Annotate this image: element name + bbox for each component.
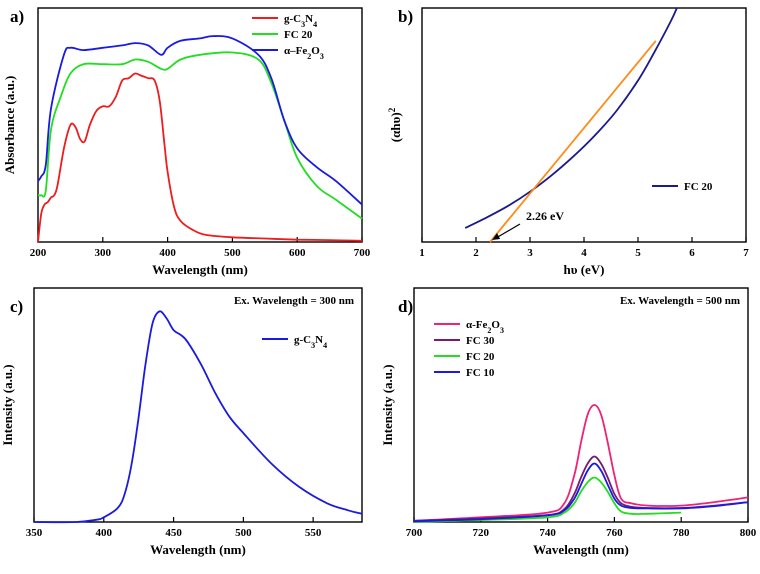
series-line-0 [33, 310, 363, 524]
plot-frame [421, 7, 747, 243]
panel-d: 700 720 740 760 780 800 Wavelength (nm) Intensi… [380, 287, 757, 557]
panel-c: 350 400 450 500 550 Wavelength (nm) Intensity … [0, 287, 363, 557]
panel-b: 1 2 3 4 5 6 7 hυ (eV) (αhυ)2 b) FC 20 2.26 eV [387, 7, 749, 277]
x-tick-label: 700 [354, 247, 371, 259]
x-tick-label: 400 [96, 527, 113, 539]
x-tick-label: 2 [473, 247, 479, 259]
legend-label: FC 20 [684, 181, 713, 193]
x-tick-label: 1 [419, 247, 425, 259]
x-tick-label: 400 [159, 247, 176, 259]
x-axis-label: Wavelength (nm) [152, 262, 248, 277]
x-tick-label: 7 [743, 247, 749, 259]
y-axis-label: (αhυ)2 [387, 107, 403, 142]
series-line-2 [37, 35, 363, 206]
series-line-1 [413, 455, 749, 522]
legend-label: α-Fe2O3 [466, 319, 504, 335]
plot-frame [413, 287, 749, 523]
x-tick-label: 760 [606, 527, 623, 539]
annotation-arrowhead [492, 233, 501, 240]
plot-frame [37, 7, 363, 243]
panel-label: a) [10, 7, 24, 26]
x-tick-label: 700 [406, 527, 423, 539]
annotation-label: 2.26 eV [526, 209, 564, 223]
x-tick-label: 740 [539, 527, 556, 539]
x-tick-label: 3 [527, 247, 533, 259]
y-axis-label: Intensity (a.u.) [380, 364, 395, 445]
x-tick-label: 4 [581, 247, 587, 259]
x-tick-label: 6 [689, 247, 695, 259]
legend-label: g-C3N4 [294, 334, 327, 350]
x-tick-label: 550 [305, 527, 322, 539]
x-tick-label: 200 [30, 247, 47, 259]
legend-label: FC 20 [466, 351, 495, 363]
chart-title: Ex. Wavelength = 500 nm [620, 295, 740, 307]
y-axis-label: Absorbance (a.u.) [2, 76, 17, 175]
x-tick-label: 500 [224, 247, 241, 259]
series-line-0 [464, 7, 678, 229]
chart-title: Ex. Wavelength = 300 nm [234, 295, 354, 307]
series-line-0 [37, 72, 363, 243]
legend-label: FC 10 [466, 367, 495, 379]
series-line-2 [413, 476, 682, 523]
x-tick-label: 780 [673, 527, 690, 539]
series-line-0 [413, 404, 749, 522]
panel-label: b) [398, 7, 413, 26]
plot-frame [33, 287, 363, 523]
x-axis-label: Wavelength (nm) [150, 542, 246, 557]
x-tick-label: 800 [740, 527, 757, 539]
legend-label: α–Fe2O3 [284, 45, 324, 61]
x-axis-label: hυ (eV) [563, 262, 604, 277]
legend-label: FC 20 [284, 29, 313, 41]
series-line-3 [413, 462, 749, 523]
legend-label: FC 30 [466, 335, 495, 347]
x-tick-label: 600 [289, 247, 306, 259]
x-tick-label: 5 [635, 247, 641, 259]
panel-label: d) [398, 297, 413, 316]
x-axis-label: Wavelength (nm) [533, 542, 629, 557]
panel-a: 200 300 400 500 600 700 Wavelength (nm) Absorba… [2, 7, 371, 277]
x-tick-label: 450 [165, 527, 182, 539]
annotation-arrow [495, 223, 521, 239]
x-tick-label: 500 [235, 527, 252, 539]
x-tick-label: 300 [95, 247, 112, 259]
x-tick-label: 720 [473, 527, 490, 539]
x-tick-label: 350 [26, 527, 43, 539]
legend-label: g-C3N4 [284, 13, 317, 29]
y-axis-label: Intensity (a.u.) [0, 364, 15, 445]
series-line-1 [489, 40, 657, 243]
panel-label: c) [10, 297, 23, 316]
